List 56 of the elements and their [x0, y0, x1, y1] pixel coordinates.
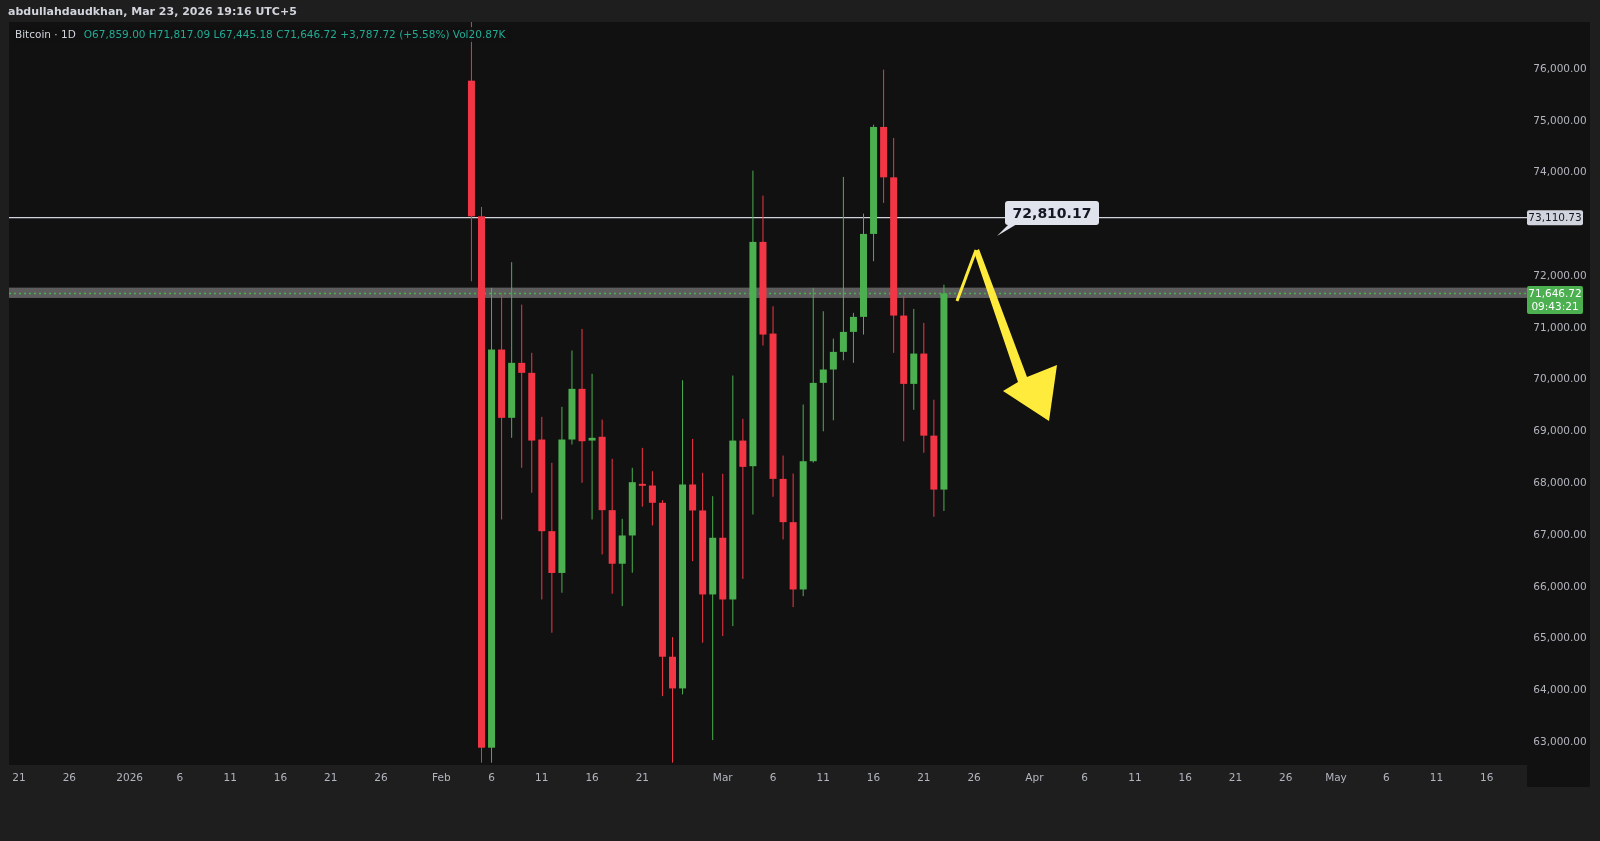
y-tick-label: 71,000.00 — [1533, 320, 1587, 333]
x-tick-label: 26 — [967, 771, 982, 783]
annotation: 72,810.17 — [1012, 204, 1092, 221]
x-tick-label: 6 — [769, 771, 777, 783]
candlestick — [819, 310, 827, 432]
x-tick-label: 16 — [866, 771, 881, 783]
ref-line-label: 73,110.73 — [1528, 211, 1582, 224]
candlestick — [518, 304, 526, 469]
x-tick-label: 11 — [535, 771, 549, 783]
x-tick-label: 26 — [62, 771, 77, 783]
candlestick — [849, 312, 857, 364]
x-tick-label: 21 — [12, 771, 26, 783]
y-tick-label: 74,000.00 — [1533, 165, 1587, 178]
x-tick-label: 16 — [1178, 771, 1193, 783]
x-tick-label: 2026 — [116, 771, 144, 783]
text: 09:43:21 — [1531, 300, 1579, 313]
ref-line-label: 71,646.72 — [1528, 287, 1582, 300]
candlestick — [638, 447, 646, 508]
y-tick-label: 75,000.00 — [1533, 113, 1587, 126]
x-tick-label: 11 — [816, 771, 830, 783]
x-tick-label: 21 — [635, 771, 650, 783]
candlestick — [648, 470, 656, 526]
y-tick-label: 67,000.00 — [1533, 527, 1587, 540]
x-tick-label: 16 — [585, 771, 600, 783]
x-tick-label: 21 — [917, 771, 931, 783]
text: O67,859.00 H71,817.09 L67,445.18 C71,646.72 +3,787.72 (+5.58%) Vol20.87K — [83, 28, 507, 40]
x-tick-label: 21 — [1228, 771, 1243, 783]
y-tick-label: 72,000.00 — [1533, 268, 1587, 281]
y-tick-label: 66,000.00 — [1533, 579, 1587, 592]
y-tick-label: 68,000.00 — [1533, 475, 1587, 488]
x-tick-label: 11 — [223, 771, 237, 783]
y-tick-label: 63,000.00 — [1533, 734, 1587, 747]
x-tick-label: 11 — [1429, 771, 1444, 783]
x-tick-label: 6 — [176, 771, 184, 783]
x-tick-label: Apr — [1025, 771, 1045, 783]
x-tick-label: 6 — [1081, 771, 1089, 783]
y-tick-label: 69,000.00 — [1533, 424, 1587, 437]
x-tick-label: 21 — [324, 771, 338, 783]
x-tick-label: 26 — [1279, 771, 1293, 783]
candlestick — [829, 338, 837, 421]
x-tick-label: Feb — [431, 771, 451, 783]
x-tick-label: 6 — [488, 771, 496, 783]
y-tick-label: 65,000.00 — [1533, 631, 1587, 644]
x-tick-label: 26 — [374, 771, 388, 783]
x-tick-label: 16 — [1480, 771, 1494, 783]
x-tick-label: Mar — [712, 771, 734, 783]
x-tick-label: 16 — [273, 771, 288, 783]
x-tick-label: 11 — [1128, 771, 1142, 783]
x-tick-label: 6 — [1382, 771, 1390, 783]
y-tick-label: 76,000.00 — [1533, 61, 1587, 74]
text: abdullahdaudkhan, Mar 23, 2026 19:16 UTC+5 — [8, 5, 297, 18]
candlestick — [588, 373, 596, 520]
y-tick-label: 64,000.00 — [1533, 683, 1587, 696]
text: Bitcoin · 1D — [15, 28, 76, 40]
y-tick-label: 70,000.00 — [1533, 372, 1587, 385]
x-tick-label: May — [1325, 771, 1347, 783]
